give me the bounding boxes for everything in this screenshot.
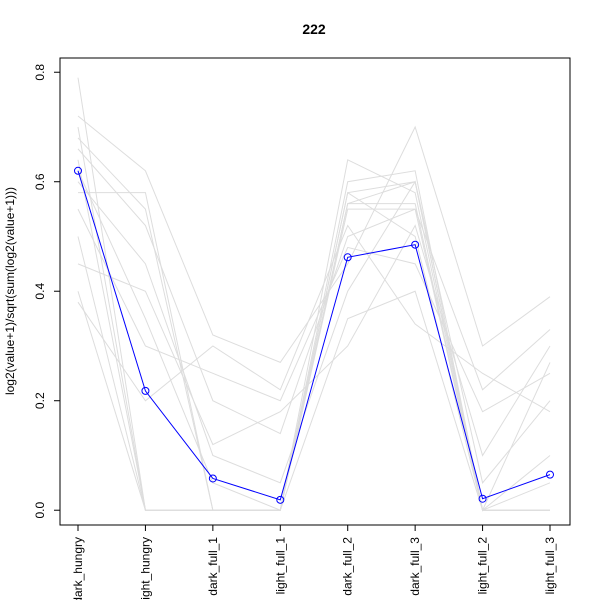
background-line bbox=[77, 137, 551, 511]
point bbox=[208, 474, 217, 483]
point bbox=[478, 494, 487, 503]
background-line bbox=[77, 180, 551, 484]
point bbox=[411, 240, 420, 249]
x-tick-label: light_full_2 bbox=[476, 537, 490, 595]
background-line bbox=[77, 208, 551, 413]
background-line bbox=[77, 115, 551, 364]
x-tick-label: dark_full_3 bbox=[408, 537, 422, 596]
point bbox=[74, 166, 82, 175]
x-tick-label: light_full_1 bbox=[273, 537, 287, 595]
background-line bbox=[77, 290, 550, 511]
background-line bbox=[77, 126, 550, 511]
y-tick-label: 0.0 bbox=[33, 502, 47, 519]
point bbox=[343, 253, 352, 262]
x-tick-label: dark_full_2 bbox=[341, 537, 355, 596]
background-line bbox=[77, 224, 551, 413]
x-tick-label: light_full_3 bbox=[543, 537, 557, 595]
x-tick-label: dark_hungry bbox=[71, 537, 85, 600]
background-line bbox=[77, 170, 551, 512]
highlight-line bbox=[77, 170, 551, 501]
x-tick-label: light_hungry bbox=[138, 537, 152, 600]
y-axis-label: log2(value+1)/sqrt(sum(log2(value+1))) bbox=[3, 187, 17, 395]
point bbox=[546, 470, 554, 479]
y-tick-label: 0.8 bbox=[33, 64, 47, 81]
point bbox=[276, 495, 285, 504]
x-tick-label: dark_full_1 bbox=[206, 537, 220, 596]
background-line bbox=[77, 224, 551, 457]
y-tick-label: 0.6 bbox=[33, 173, 47, 190]
chart-title: 222 bbox=[302, 21, 326, 37]
y-tick-label: 0.2 bbox=[33, 392, 47, 409]
point bbox=[141, 386, 150, 395]
y-tick-label: 0.4 bbox=[33, 283, 47, 300]
